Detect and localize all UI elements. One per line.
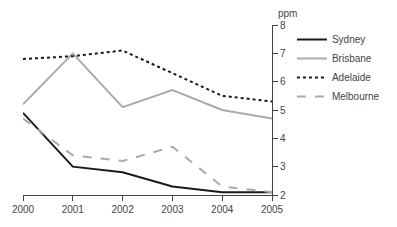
svg-text:Adelaide: Adelaide (332, 72, 371, 83)
svg-text:3: 3 (280, 161, 286, 172)
svg-text:6: 6 (280, 76, 286, 87)
svg-text:7: 7 (280, 48, 286, 59)
svg-text:2001: 2001 (62, 204, 85, 215)
svg-text:2004: 2004 (211, 204, 234, 215)
svg-text:2003: 2003 (161, 204, 184, 215)
svg-text:4: 4 (280, 133, 286, 144)
svg-text:Melbourne: Melbourne (332, 91, 380, 102)
svg-text:2005: 2005 (261, 204, 284, 215)
svg-text:5: 5 (280, 105, 286, 116)
svg-text:2002: 2002 (111, 204, 134, 215)
svg-text:2: 2 (280, 190, 286, 201)
svg-text:2000: 2000 (12, 204, 35, 215)
svg-text:Brisbane: Brisbane (332, 53, 372, 64)
svg-text:Sydney: Sydney (332, 34, 365, 45)
svg-text:ppm: ppm (278, 8, 297, 19)
svg-text:8: 8 (280, 20, 286, 31)
